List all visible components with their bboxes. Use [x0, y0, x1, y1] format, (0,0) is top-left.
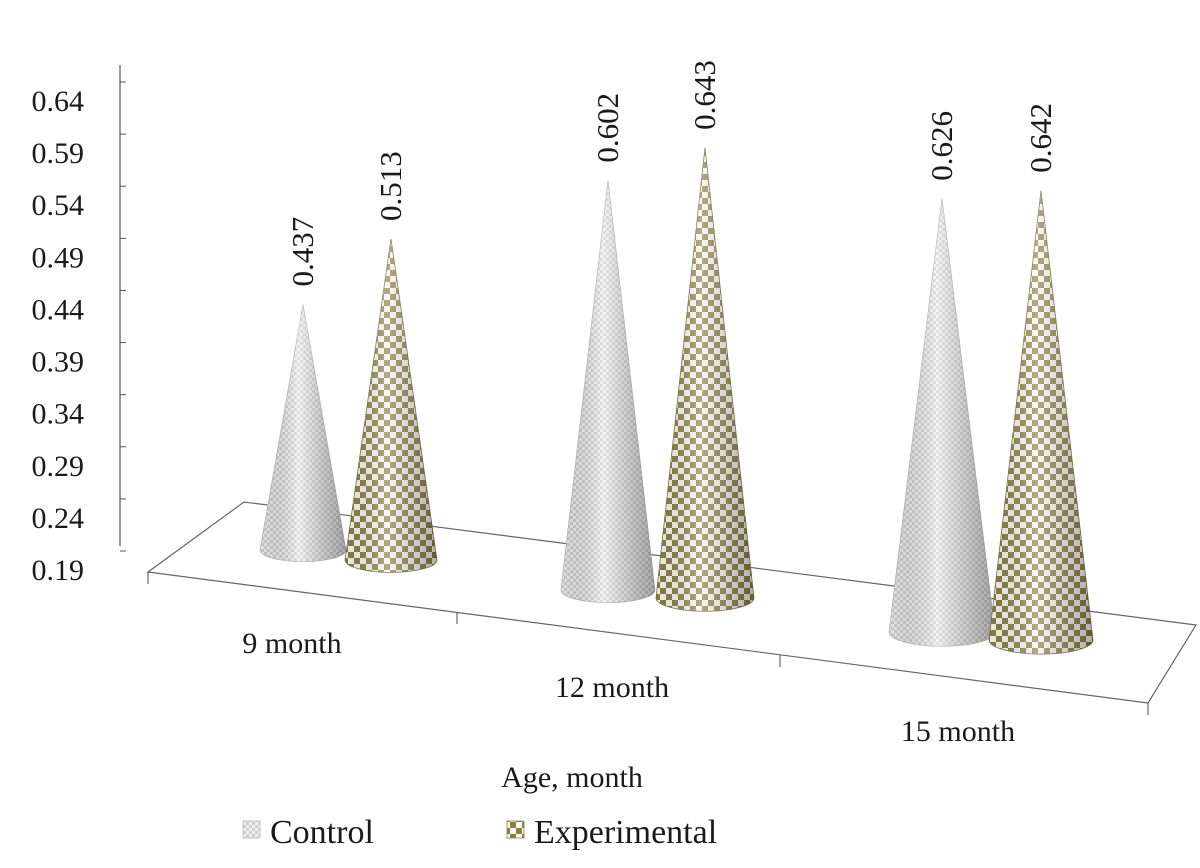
x-tick-label: 12 month	[555, 671, 669, 704]
cone-experimental-2	[988, 190, 1094, 655]
y-tick-label: 0.39	[32, 346, 85, 379]
x-tick-label: 9 month	[242, 627, 341, 660]
y-tick-label: 0.59	[32, 137, 85, 170]
legend-label-experimental: Experimental	[534, 814, 717, 851]
x-tick-label: 15 month	[901, 715, 1015, 748]
data-label: 0.643	[687, 60, 722, 130]
legend-swatch-experimental	[506, 820, 525, 839]
y-tick-label: 0.34	[32, 398, 85, 431]
y-tick-label: 0.44	[32, 293, 85, 326]
data-label: 0.437	[285, 217, 320, 287]
y-tick-label: 0.19	[32, 554, 85, 587]
y-tick-label: 0.64	[32, 85, 85, 118]
cone-control-1	[560, 180, 656, 604]
legend-label-control: Control	[270, 814, 374, 851]
y-tick-label: 0.24	[32, 502, 85, 535]
y-tick-label: 0.49	[32, 241, 85, 274]
y-tick-label: 0.54	[32, 189, 85, 222]
cone-experimental-1	[655, 147, 755, 612]
legend: Control Experimental	[242, 814, 717, 851]
cones	[259, 147, 1094, 655]
cone-experimental-0	[344, 238, 438, 573]
x-axis-title: Age, month	[501, 761, 643, 794]
cone-control-2	[888, 198, 996, 647]
legend-swatch-control	[242, 820, 261, 839]
data-labels: 0.437 0.513 0.602 0.643 0.626 0.642	[285, 60, 1058, 286]
data-label: 0.513	[373, 151, 408, 221]
data-label: 0.602	[590, 93, 625, 163]
cone-control-0	[259, 304, 347, 562]
data-label: 0.642	[1023, 103, 1058, 173]
y-tick-label: 0.29	[32, 450, 85, 483]
data-label: 0.626	[924, 111, 959, 181]
